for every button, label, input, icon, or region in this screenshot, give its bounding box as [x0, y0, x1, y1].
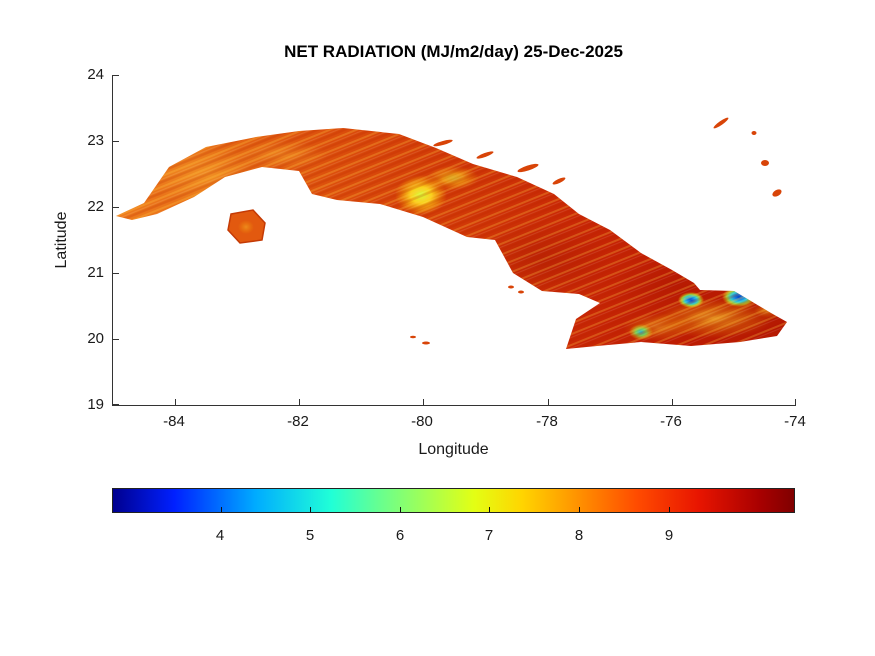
- radiation-features: [116, 128, 787, 349]
- y-axis-tick: [113, 273, 119, 274]
- y-axis-tick: [113, 207, 119, 208]
- colorbar-tick-label: 6: [395, 527, 405, 544]
- y-axis-label: Latitude: [53, 211, 70, 269]
- y-axis-tick: [113, 75, 119, 76]
- y-tick-label: 20: [87, 330, 104, 347]
- x-tick-label: -82: [287, 413, 309, 430]
- colorbar-tick-label: 5: [305, 527, 315, 544]
- colorbar-tick: [668, 507, 670, 512]
- y-axis-tick: [113, 404, 119, 405]
- x-axis-tick: [671, 399, 673, 405]
- chart-title: NET RADIATION (MJ/m2/day) 25-Dec-2025: [284, 42, 623, 61]
- x-axis-tick: [423, 399, 425, 405]
- y-tick-label: 19: [87, 396, 104, 413]
- colorbar-tick: [578, 507, 580, 512]
- y-axis-tick: [113, 339, 119, 340]
- x-axis-tick: [547, 399, 549, 405]
- colorbar-tick-label: 4: [215, 527, 225, 544]
- x-axis-tick: [299, 399, 301, 405]
- x-axis-tick: [175, 399, 177, 405]
- x-tick-label: -78: [536, 413, 558, 430]
- colorbar: [112, 488, 795, 513]
- colorbar-tick: [489, 507, 491, 512]
- y-axis-tick: [113, 141, 119, 142]
- colorbar-tick-label: 7: [484, 527, 494, 544]
- colorbar-tick: [399, 507, 401, 512]
- y-tick-label: 21: [87, 264, 104, 281]
- colorbar-tick: [310, 507, 312, 512]
- colorbar-tick: [220, 507, 222, 512]
- small-cays: [410, 117, 782, 345]
- swath-streaks: [116, 128, 787, 349]
- y-tick-label: 23: [87, 132, 104, 149]
- y-tick-label: 24: [87, 66, 104, 83]
- x-tick-label: -80: [411, 413, 433, 430]
- isla-de-la-juventud: [227, 209, 266, 244]
- x-axis-tick: [795, 399, 796, 405]
- cuba-island: [116, 128, 787, 349]
- cuba-radiation-map: [116, 117, 787, 349]
- colorbar-tick-label: 9: [664, 527, 674, 544]
- x-tick-label: -74: [784, 413, 806, 430]
- y-tick-label: 22: [87, 198, 104, 215]
- x-tick-label: -76: [660, 413, 682, 430]
- x-axis-label: Longitude: [418, 441, 489, 458]
- x-tick-label: -84: [163, 413, 185, 430]
- plot-area: [112, 75, 796, 406]
- colorbar-tick-label: 8: [574, 527, 584, 544]
